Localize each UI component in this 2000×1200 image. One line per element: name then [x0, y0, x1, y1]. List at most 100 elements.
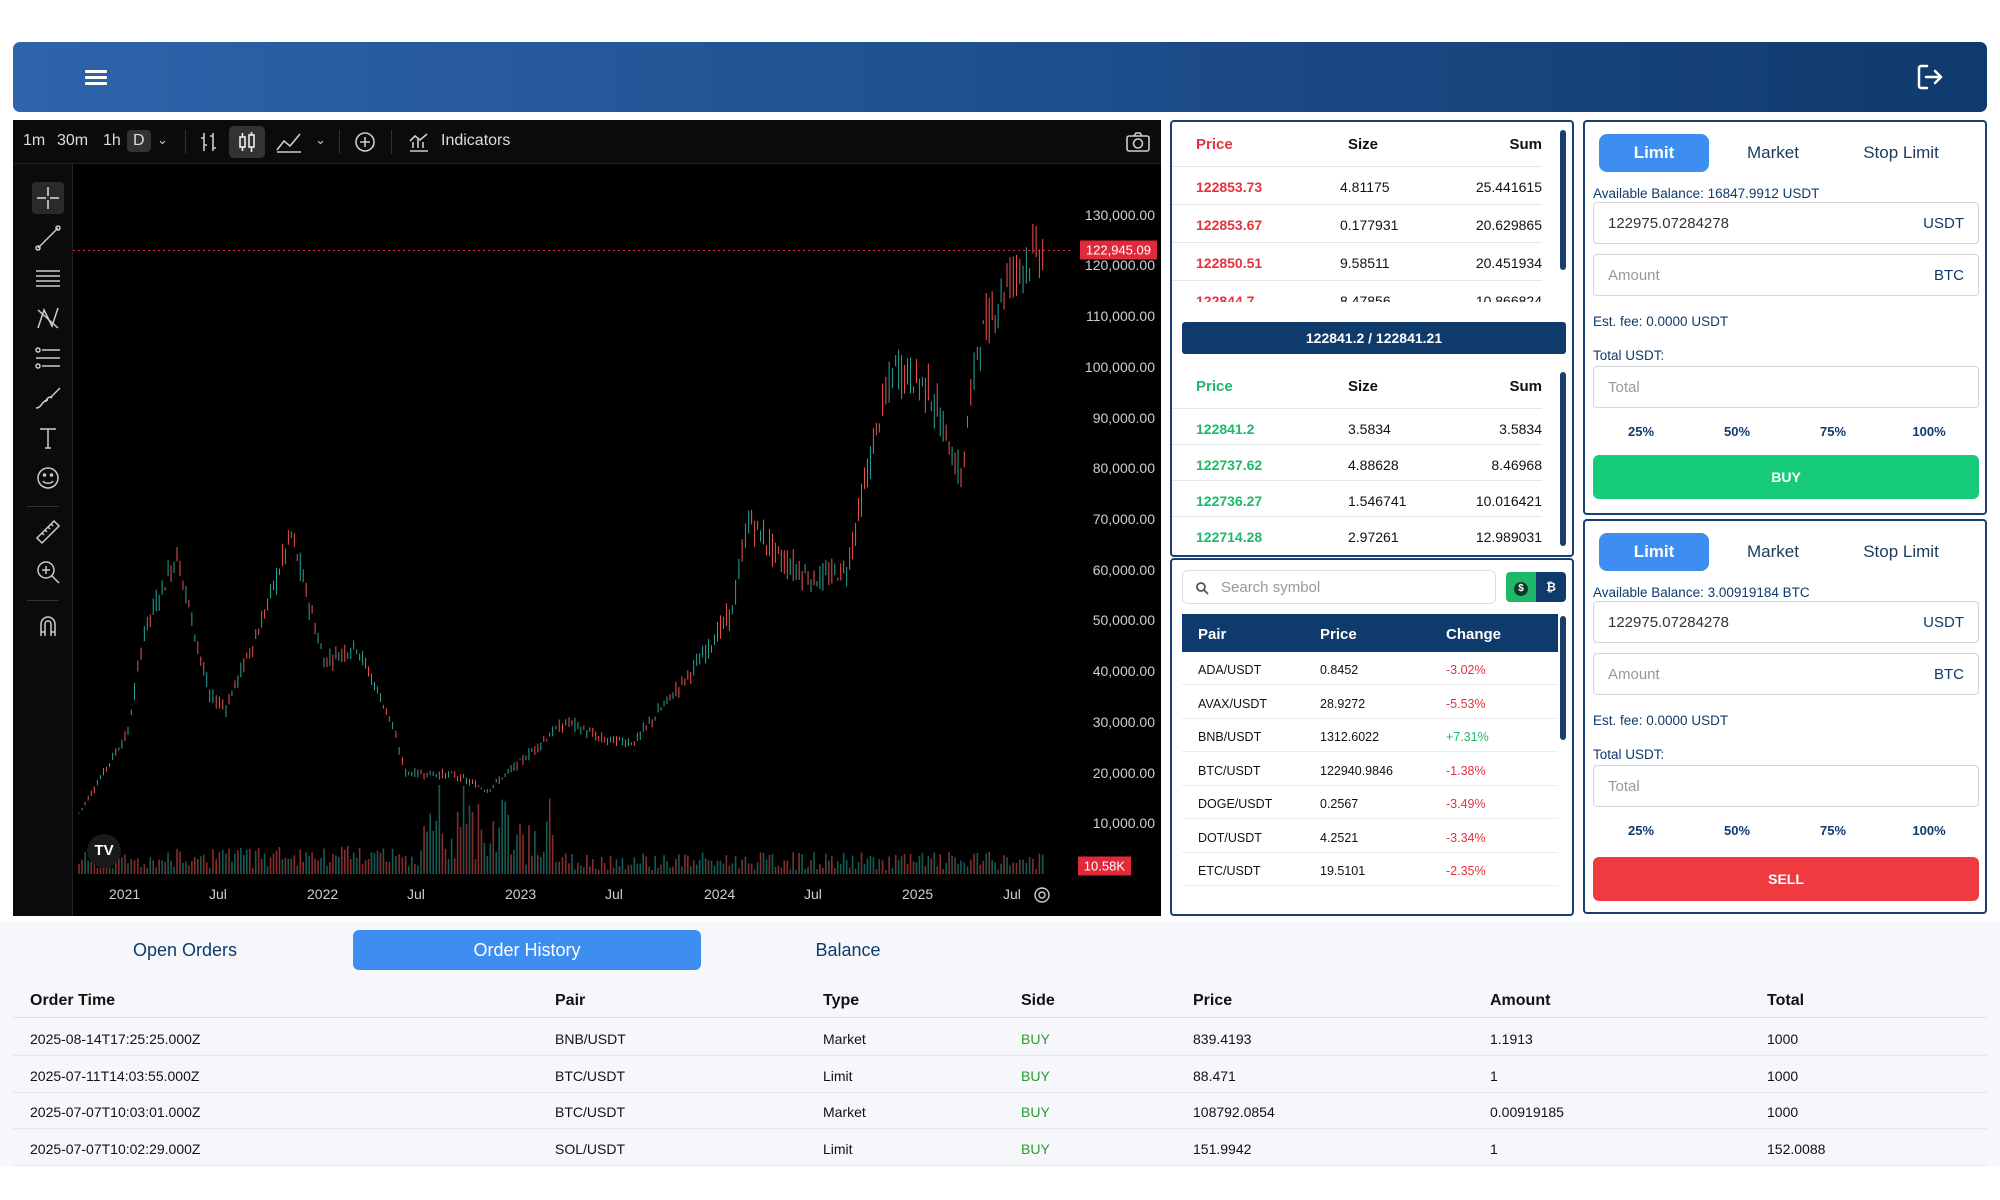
settings-gear-icon[interactable] [1033, 886, 1051, 904]
candlestick-series [78, 223, 1044, 814]
usd-toggle-icon[interactable]: $ [1506, 572, 1536, 602]
sell-tab-stop-limit[interactable]: Stop Limit [1863, 542, 1939, 561]
bid-row[interactable]: 122736.27 1.546741 10.016421 [1172, 480, 1542, 518]
asks-scrollbar[interactable] [1560, 130, 1566, 270]
timeframe-30m[interactable]: 30m [57, 132, 89, 149]
tab-open-orders[interactable]: Open Orders [132, 940, 238, 960]
volume-bar [152, 860, 155, 874]
order-row[interactable]: 2025-07-11T14:03:55.000Z BTC/USDT Limit BUY… [13, 1057, 1987, 1093]
buy-total-field[interactable]: Total [1593, 366, 1979, 408]
buy-percent-50[interactable]: 50% [1723, 424, 1751, 439]
ruler-icon[interactable] [32, 516, 64, 548]
bid-row[interactable]: 122714.28 2.97261 12.989031 [1172, 516, 1542, 554]
buy-percent-100[interactable]: 100% [1912, 424, 1946, 439]
pairs-scrollbar[interactable] [1560, 616, 1566, 740]
camera-icon[interactable] [1125, 130, 1151, 154]
text-icon[interactable] [32, 422, 64, 454]
tab-balance[interactable]: Balance [815, 940, 881, 960]
volume-bar [771, 854, 774, 874]
sell-price-field[interactable]: 122975.07284278 USDT [1593, 601, 1979, 643]
volume-bar [438, 784, 441, 874]
volume-bar [594, 868, 597, 874]
ask-row[interactable]: 122853.67 0.177931 20.629865 [1172, 204, 1542, 242]
bid-sum: 10.016421 [1475, 493, 1542, 509]
tab-order-history[interactable]: Order History [353, 930, 701, 970]
order-row[interactable]: 2025-07-07T10:03:01.000Z BTC/USDT Market BU… [13, 1093, 1987, 1129]
sell-percent-75[interactable]: 75% [1819, 823, 1847, 838]
pair-row[interactable]: DOGE/USDT 0.2567 -3.49% [1182, 786, 1558, 819]
indicators-button[interactable]: Indicators [441, 132, 511, 149]
chart-plot-area[interactable] [73, 164, 1073, 874]
volume-series [78, 784, 1044, 874]
sell-button[interactable]: SELL [1593, 857, 1979, 901]
buy-tab-market[interactable]: Market [1747, 143, 1799, 162]
sell-percent-50[interactable]: 50% [1723, 823, 1751, 838]
sell-total-field[interactable]: Total [1593, 765, 1979, 807]
hamburger-icon[interactable] [73, 62, 113, 92]
bid-row[interactable]: 122737.62 4.88628 8.46968 [1172, 444, 1542, 482]
pair-row[interactable]: ETC/USDT 19.5101 -2.35% [1182, 853, 1558, 886]
zoom-in-icon[interactable] [32, 556, 64, 588]
buy-amount-field[interactable]: Amount BTC [1593, 254, 1979, 296]
pair-row[interactable]: AVAX/USDT 28.9272 -5.53% [1182, 686, 1558, 719]
amount-header: Amount [1490, 992, 1551, 1009]
volume-bar [1012, 862, 1015, 874]
order-row[interactable]: 2025-07-07T10:02:29.000Z SOL/USDT Limit BUY… [13, 1130, 1987, 1166]
buy-percent-25[interactable]: 25% [1627, 424, 1655, 439]
indicators-icon[interactable] [407, 130, 431, 154]
pair-row[interactable]: BNB/USDT 1312.6022 +7.31% [1182, 719, 1558, 752]
fib-icon[interactable] [32, 342, 64, 374]
timeframe-1m[interactable]: 1m [23, 132, 46, 149]
bids-scrollbar[interactable] [1560, 372, 1566, 546]
ask-row[interactable]: 122850.51 9.58511 20.451934 [1172, 242, 1542, 280]
brush-icon[interactable] [32, 382, 64, 414]
sell-total-label: Total USDT: [1593, 747, 1665, 762]
chevron-down-icon-2[interactable]: ⌄ [315, 132, 326, 147]
volume-bar [675, 858, 677, 874]
pattern-icon[interactable] [32, 302, 64, 334]
buy-tab-stop-limit[interactable]: Stop Limit [1863, 143, 1939, 162]
pair-row[interactable]: BTC/USDT 122940.9846 -1.38% [1182, 753, 1558, 786]
volume-bar [531, 855, 533, 874]
pair-row[interactable]: ADA/USDT 0.8452 -3.02% [1182, 652, 1558, 685]
pair-price: 122940.9846 [1320, 763, 1393, 778]
order-price: 151.9942 [1193, 1140, 1252, 1157]
volume-bar [121, 857, 123, 874]
horizontal-lines-icon[interactable] [32, 262, 64, 294]
order-book-panel: Price Size Sum 122853.73 4.81175 25.441615… [1170, 120, 1574, 557]
buy-button[interactable]: BUY [1593, 455, 1979, 499]
trend-line-icon[interactable] [32, 222, 64, 254]
buy-tab-limit[interactable]: Limit [1599, 134, 1709, 172]
order-row[interactable]: 2025-08-14T17:25:25.000Z BNB/USDT Market BU… [13, 1020, 1987, 1056]
ask-row[interactable]: 122853.73 4.81175 25.441615 [1172, 166, 1542, 204]
sell-percent-100[interactable]: 100% [1912, 823, 1946, 838]
area-chart-icon[interactable] [275, 130, 303, 154]
btc-toggle-icon[interactable]: ₿ [1536, 572, 1566, 602]
candles-icon[interactable] [229, 126, 265, 158]
buy-price-field[interactable]: 122975.07284278 USDT [1593, 202, 1979, 244]
sell-tab-market[interactable]: Market [1747, 542, 1799, 561]
bid-row[interactable]: 122841.2 3.5834 3.5834 [1172, 408, 1542, 446]
sell-percent-25[interactable]: 25% [1627, 823, 1655, 838]
sell-tab-limit[interactable]: Limit [1599, 533, 1709, 571]
crosshair-icon[interactable] [32, 182, 64, 214]
sell-amount-field[interactable]: Amount BTC [1593, 653, 1979, 695]
magnet-icon[interactable] [32, 610, 64, 642]
volume-bar [290, 858, 293, 874]
pair-row[interactable]: DOT/USDT 4.2521 -3.34% [1182, 820, 1558, 853]
volume-bar [311, 852, 313, 874]
add-compare-icon[interactable] [353, 130, 377, 154]
timeframe-1h[interactable]: 1h [103, 132, 121, 149]
volume-bar [663, 855, 665, 874]
timeframe-d[interactable]: D [127, 130, 151, 152]
emoji-icon[interactable] [32, 462, 64, 494]
logout-icon[interactable] [1913, 60, 1947, 94]
order-pair: BTC/USDT [555, 1067, 625, 1084]
search-input[interactable]: Search symbol [1182, 570, 1496, 604]
volume-bar [237, 850, 239, 874]
bar-style-icon[interactable] [197, 130, 221, 154]
chevron-down-icon[interactable]: ⌄ [157, 132, 168, 147]
volume-bar [780, 867, 783, 874]
volume-bar [707, 860, 710, 874]
buy-percent-75[interactable]: 75% [1819, 424, 1847, 439]
